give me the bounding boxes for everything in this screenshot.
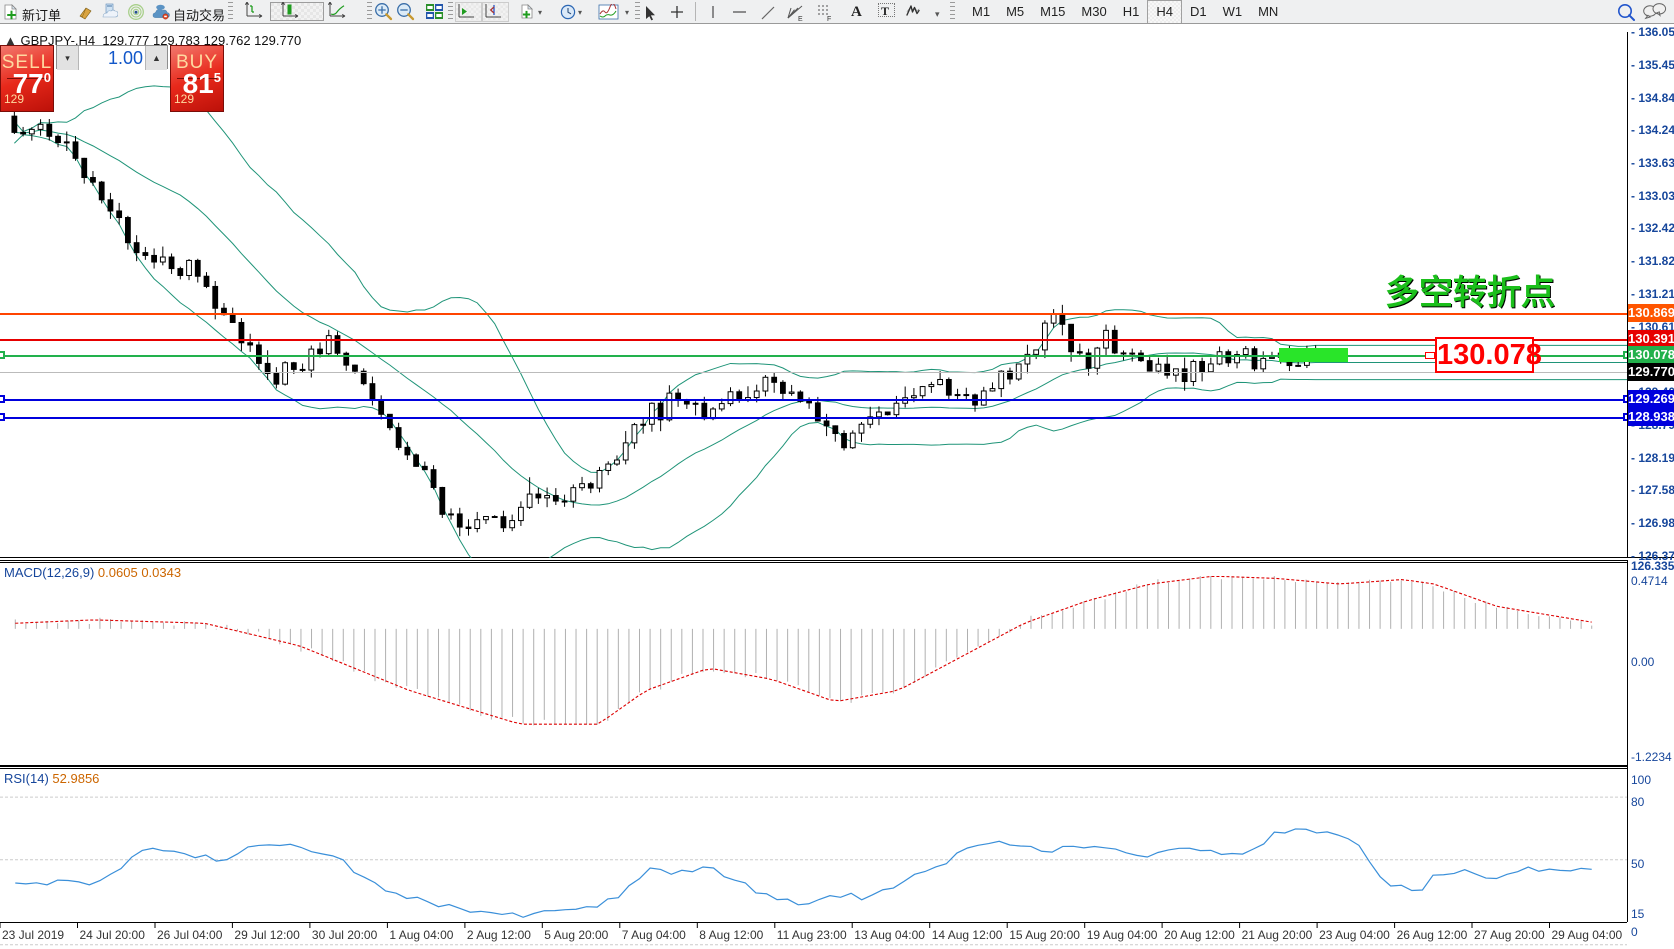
svg-text:E: E xyxy=(798,16,803,22)
svg-text:F: F xyxy=(827,16,831,22)
